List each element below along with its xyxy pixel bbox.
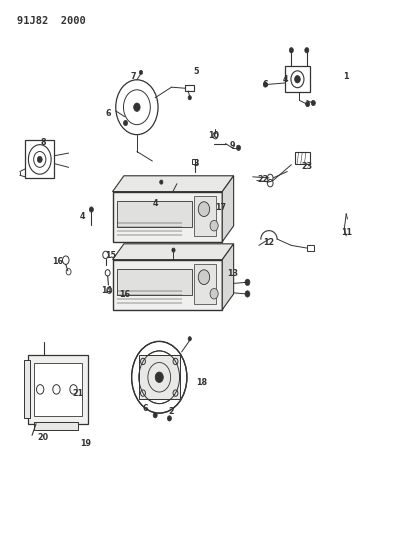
Circle shape — [289, 47, 293, 53]
Bar — [24, 360, 30, 418]
Circle shape — [263, 82, 267, 87]
Bar — [117, 269, 192, 295]
Text: 6: 6 — [142, 405, 148, 414]
Polygon shape — [112, 176, 234, 191]
Bar — [34, 363, 82, 416]
Bar — [112, 191, 222, 241]
Circle shape — [172, 248, 175, 252]
Text: 4: 4 — [79, 212, 85, 221]
Circle shape — [139, 70, 143, 75]
Text: 20: 20 — [38, 433, 49, 442]
Text: 23: 23 — [301, 162, 312, 171]
Circle shape — [89, 207, 94, 212]
Circle shape — [210, 288, 218, 299]
Circle shape — [155, 372, 163, 383]
Circle shape — [167, 416, 171, 421]
Text: 19: 19 — [81, 439, 91, 448]
Text: 10: 10 — [208, 131, 220, 140]
Circle shape — [124, 120, 128, 126]
Circle shape — [210, 221, 218, 231]
Bar — [295, 152, 310, 164]
Circle shape — [160, 180, 163, 184]
Text: 1: 1 — [344, 72, 349, 81]
Text: 22: 22 — [257, 175, 269, 184]
Text: 6: 6 — [106, 109, 111, 118]
Circle shape — [305, 47, 309, 53]
Circle shape — [37, 156, 42, 163]
Circle shape — [245, 279, 250, 286]
Text: 5: 5 — [193, 67, 199, 76]
Text: 4: 4 — [283, 75, 288, 84]
Text: 18: 18 — [197, 378, 208, 387]
Circle shape — [188, 337, 191, 341]
Text: 16: 16 — [52, 257, 63, 266]
Bar — [25, 140, 54, 179]
Bar — [185, 85, 194, 91]
Text: 11: 11 — [341, 228, 352, 237]
Bar — [117, 200, 192, 227]
Text: 6: 6 — [262, 80, 268, 89]
Text: 9: 9 — [229, 141, 235, 150]
Circle shape — [198, 202, 210, 216]
Text: 21: 21 — [73, 389, 84, 398]
Text: 7: 7 — [130, 72, 136, 81]
Bar — [192, 159, 197, 164]
Circle shape — [306, 101, 310, 107]
Bar — [28, 355, 88, 424]
Polygon shape — [222, 244, 234, 310]
Text: 14: 14 — [101, 286, 112, 295]
Text: 8: 8 — [41, 138, 46, 147]
Bar — [194, 196, 216, 237]
Text: 91J82  2000: 91J82 2000 — [17, 16, 86, 26]
Circle shape — [198, 270, 210, 285]
Text: 12: 12 — [263, 238, 274, 247]
Text: 4: 4 — [152, 199, 158, 208]
Circle shape — [295, 76, 300, 83]
Bar — [307, 245, 314, 251]
Text: 17: 17 — [215, 203, 226, 212]
Text: 3: 3 — [193, 159, 199, 168]
Bar — [285, 66, 310, 92]
Circle shape — [245, 291, 250, 297]
Text: 2: 2 — [169, 407, 174, 416]
Bar — [139, 354, 180, 399]
Circle shape — [133, 103, 140, 111]
Polygon shape — [112, 244, 234, 260]
Text: 16: 16 — [119, 290, 130, 299]
Polygon shape — [222, 176, 234, 241]
Text: 13: 13 — [227, 269, 238, 278]
Circle shape — [153, 193, 157, 199]
Text: 15: 15 — [105, 252, 116, 261]
Bar — [112, 260, 222, 310]
Circle shape — [188, 95, 191, 100]
Bar — [34, 422, 78, 430]
Circle shape — [153, 413, 157, 418]
Circle shape — [155, 372, 163, 383]
Circle shape — [311, 100, 315, 106]
Bar — [194, 264, 216, 304]
Circle shape — [236, 145, 241, 150]
